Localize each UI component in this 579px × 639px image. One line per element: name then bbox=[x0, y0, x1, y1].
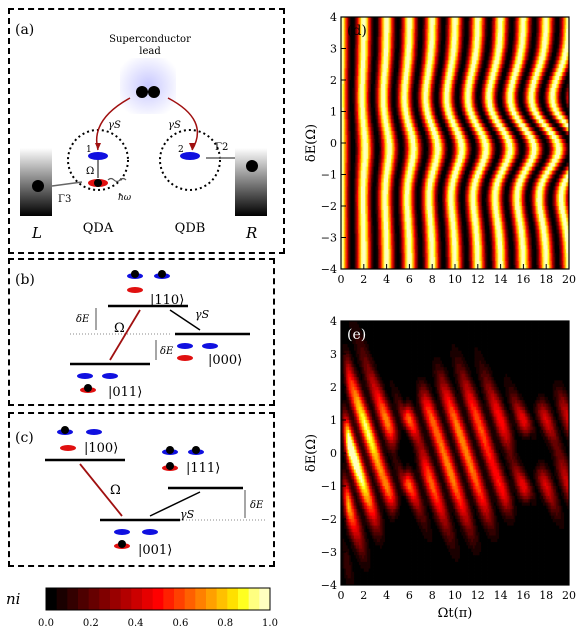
colorbar-swatch bbox=[57, 588, 68, 610]
colorbar-swatch bbox=[195, 588, 206, 610]
panel-b-energy-levels: (b) |110⟩ |000⟩ |011⟩ Ω γS δE δE bbox=[8, 258, 275, 406]
colorbar-svg: ni 0.0 0.2 0.4 0.6 0.8 1.0 bbox=[0, 576, 285, 635]
lead-right-electron bbox=[246, 160, 258, 172]
photon-wave bbox=[108, 179, 126, 182]
state-001: |001⟩ bbox=[138, 543, 172, 558]
state-111: |111⟩ bbox=[186, 461, 220, 476]
colorbar-swatch bbox=[131, 588, 142, 610]
icon-level bbox=[114, 529, 130, 535]
colorbar-swatches bbox=[46, 588, 271, 610]
colorbar-symbol: ni bbox=[6, 590, 21, 608]
panel-a-label: (a) bbox=[15, 22, 34, 38]
dot-2-label: 2 bbox=[178, 145, 184, 155]
arrowhead-left bbox=[95, 143, 101, 150]
delta-e-right-label: δE bbox=[160, 346, 174, 357]
colorbar-swatch bbox=[238, 588, 249, 610]
icon-level bbox=[177, 355, 193, 361]
colorbar-tick-label: 1.0 bbox=[262, 618, 278, 629]
colorbar-swatch bbox=[259, 588, 270, 610]
icon-electron bbox=[158, 270, 166, 278]
colorbar-swatch bbox=[67, 588, 78, 610]
colorbar-swatch bbox=[174, 588, 185, 610]
omega-label: Ω bbox=[86, 166, 94, 177]
gamma2-label: Γ2 bbox=[215, 142, 228, 153]
icon-electron bbox=[166, 462, 174, 470]
colorbar-swatch bbox=[217, 588, 228, 610]
icon-electron bbox=[166, 446, 174, 454]
panel-c-energy-levels: (c) |100⟩ |111⟩ |001⟩ Ω γS δE bbox=[8, 412, 275, 567]
hbar-omega-label: ħω bbox=[118, 193, 132, 203]
colorbar-tick-label: 0.2 bbox=[83, 618, 99, 629]
lead-right-label: R bbox=[245, 224, 257, 242]
colorbar-swatch bbox=[142, 588, 153, 610]
icon-electron bbox=[131, 270, 139, 278]
icon-electron bbox=[192, 446, 200, 454]
colorbar-swatch bbox=[78, 588, 89, 610]
dot-1-label: 1 bbox=[86, 145, 92, 155]
qdb-label: QDB bbox=[175, 221, 206, 236]
lead-subtitle: lead bbox=[139, 46, 161, 57]
colorbar-tick-label: 0.0 bbox=[38, 618, 54, 629]
icon-electron bbox=[61, 426, 69, 434]
icon-level bbox=[142, 529, 158, 535]
panel-a-svg: (a) Superconductor lead 1 2 γS γS Ω ħω bbox=[10, 10, 283, 252]
cooper-electron-1 bbox=[136, 86, 148, 98]
gamma3-label: Γ3 bbox=[58, 194, 71, 205]
colorbar: ni 0.0 0.2 0.4 0.6 0.8 1.0 bbox=[0, 576, 285, 635]
state-100: |100⟩ bbox=[84, 441, 118, 456]
icon-electron bbox=[84, 384, 92, 392]
panel-b-label: (b) bbox=[15, 272, 35, 288]
colorbar-swatch bbox=[153, 588, 164, 610]
colorbar-swatch bbox=[185, 588, 196, 610]
icon-level bbox=[102, 373, 118, 379]
icon-electron bbox=[118, 540, 126, 548]
colorbar-swatch bbox=[227, 588, 238, 610]
state-000: |000⟩ bbox=[208, 353, 242, 368]
state-011: |011⟩ bbox=[108, 385, 142, 400]
colorbar-swatch bbox=[89, 588, 100, 610]
gamma-s-right-label: γS bbox=[168, 120, 181, 131]
icon-level bbox=[177, 343, 193, 349]
colorbar-swatch bbox=[206, 588, 217, 610]
lead-title: Superconductor bbox=[109, 34, 191, 45]
gamma-s-label-c: γS bbox=[180, 508, 195, 521]
icon-level bbox=[202, 343, 218, 349]
colorbar-tick-label: 0.4 bbox=[128, 618, 144, 629]
delta-e-label-c: δE bbox=[250, 500, 264, 511]
colorbar-tick-label: 0.8 bbox=[217, 618, 233, 629]
colorbar-swatch bbox=[121, 588, 132, 610]
colorbar-swatch bbox=[249, 588, 260, 610]
delta-e-left-label: δE bbox=[76, 314, 90, 325]
colorbar-ticks: 0.0 0.2 0.4 0.6 0.8 1.0 bbox=[38, 618, 278, 629]
icon-level bbox=[127, 287, 143, 293]
colorbar-swatch bbox=[46, 588, 57, 610]
superconductor-lead bbox=[120, 58, 176, 114]
panel-c-label: (c) bbox=[15, 430, 34, 446]
colorbar-swatch bbox=[99, 588, 110, 610]
gamma-s-left-label: γS bbox=[108, 120, 121, 131]
lead-left-electron bbox=[32, 180, 44, 192]
omega-label-c: Ω bbox=[110, 483, 121, 498]
gamma-s-label-b: γS bbox=[195, 308, 210, 321]
icon-level bbox=[60, 445, 76, 451]
lead-left-label: L bbox=[31, 224, 42, 242]
qda-electron bbox=[94, 179, 102, 187]
qda-label: QDA bbox=[83, 221, 114, 236]
colorbar-swatch bbox=[110, 588, 121, 610]
heatmap-d bbox=[341, 17, 569, 269]
icon-level bbox=[77, 373, 93, 379]
icon-level bbox=[86, 429, 102, 435]
omega-label-b: Ω bbox=[114, 321, 125, 336]
colorbar-swatch bbox=[163, 588, 174, 610]
panel-a-schematic: (a) Superconductor lead 1 2 γS γS Ω ħω bbox=[8, 8, 285, 254]
lead-right bbox=[235, 148, 267, 216]
cooper-electron-2 bbox=[148, 86, 160, 98]
panel-c-svg: (c) |100⟩ |111⟩ |001⟩ Ω γS δE bbox=[10, 414, 273, 565]
gamma3-arrow bbox=[52, 182, 82, 186]
panel-b-svg: (b) |110⟩ |000⟩ |011⟩ Ω γS δE δE bbox=[10, 260, 273, 404]
colorbar-tick-label: 0.6 bbox=[172, 618, 188, 629]
